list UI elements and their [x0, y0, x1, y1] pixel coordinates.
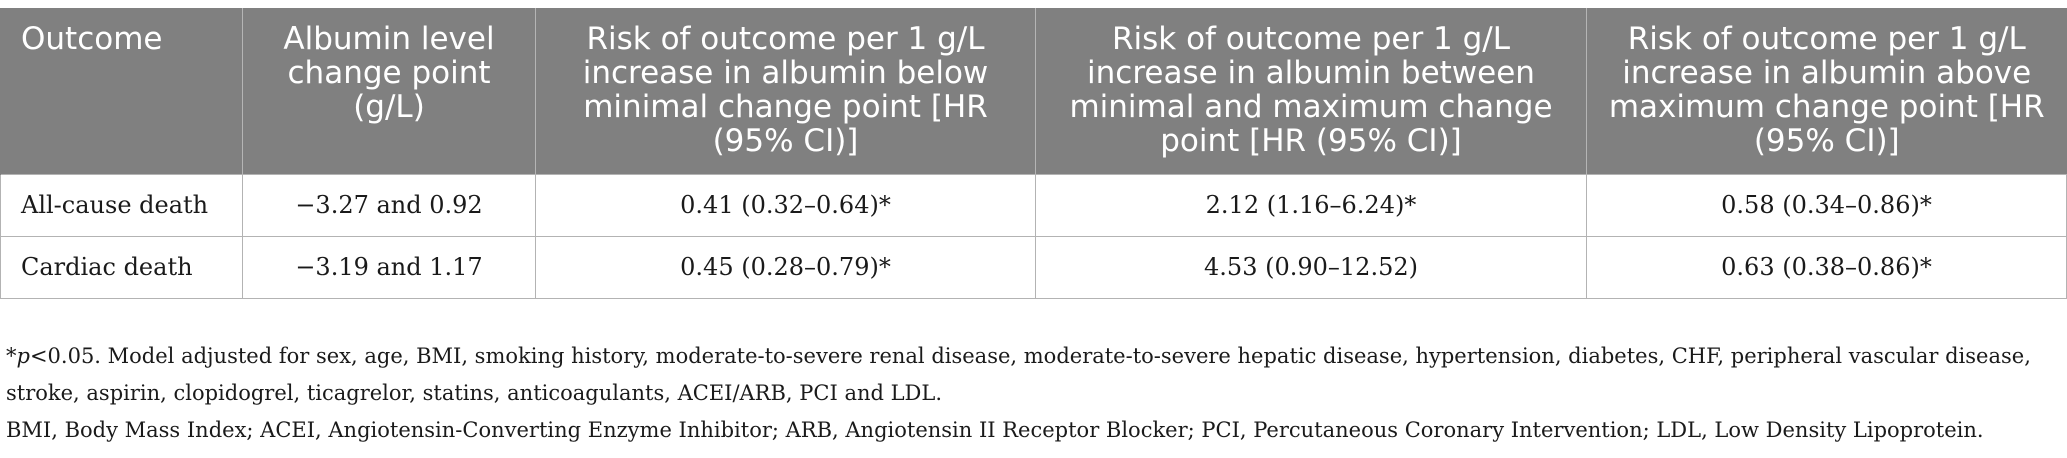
cell-risk-between: 4.53 (0.90–12.52) [1035, 235, 1587, 299]
cell-risk-above-max: 0.63 (0.38–0.86)* [1586, 235, 2067, 299]
footnote-abbreviations: BMI, Body Mass Index; ACEI, Angiotensin-… [6, 418, 1984, 442]
footnote-p-symbol: p [16, 344, 30, 368]
footnote-star: * [6, 344, 17, 368]
cell-risk-below-min: 0.41 (0.32–0.64)* [535, 173, 1036, 237]
cell-outcome: All-cause death [0, 173, 243, 237]
results-table-container: Outcome Albumin level change point (g/L)… [0, 8, 2067, 299]
cell-risk-between: 2.12 (1.16–6.24)* [1035, 173, 1587, 237]
header-outcome: Outcome [0, 8, 243, 174]
results-table: Outcome Albumin level change point (g/L)… [0, 8, 2067, 299]
header-risk-above-max: Risk of outcome per 1 g/L increase in al… [1586, 8, 2067, 174]
cell-outcome: Cardiac death [0, 235, 243, 299]
table-header-row: Outcome Albumin level change point (g/L)… [0, 8, 2067, 174]
table-row: Cardiac death −3.19 and 1.17 0.45 (0.28–… [0, 235, 2067, 299]
header-change-point: Albumin level change point (g/L) [242, 8, 536, 174]
header-risk-below-min: Risk of outcome per 1 g/L increase in al… [535, 8, 1036, 174]
footnote-model-adjustment: <0.05. Model adjusted for sex, age, BMI,… [6, 344, 2031, 405]
table-row: All-cause death −3.27 and 0.92 0.41 (0.3… [0, 173, 2067, 237]
header-risk-between: Risk of outcome per 1 g/L increase in al… [1035, 8, 1587, 174]
table-footnotes: *p<0.05. Model adjusted for sex, age, BM… [6, 338, 2056, 449]
cell-risk-above-max: 0.58 (0.34–0.86)* [1586, 173, 2067, 237]
footnote-significance: *p<0.05. Model adjusted for sex, age, BM… [6, 338, 2056, 412]
cell-risk-below-min: 0.45 (0.28–0.79)* [535, 235, 1036, 299]
cell-change-point: −3.19 and 1.17 [242, 235, 536, 299]
cell-change-point: −3.27 and 0.92 [242, 173, 536, 237]
